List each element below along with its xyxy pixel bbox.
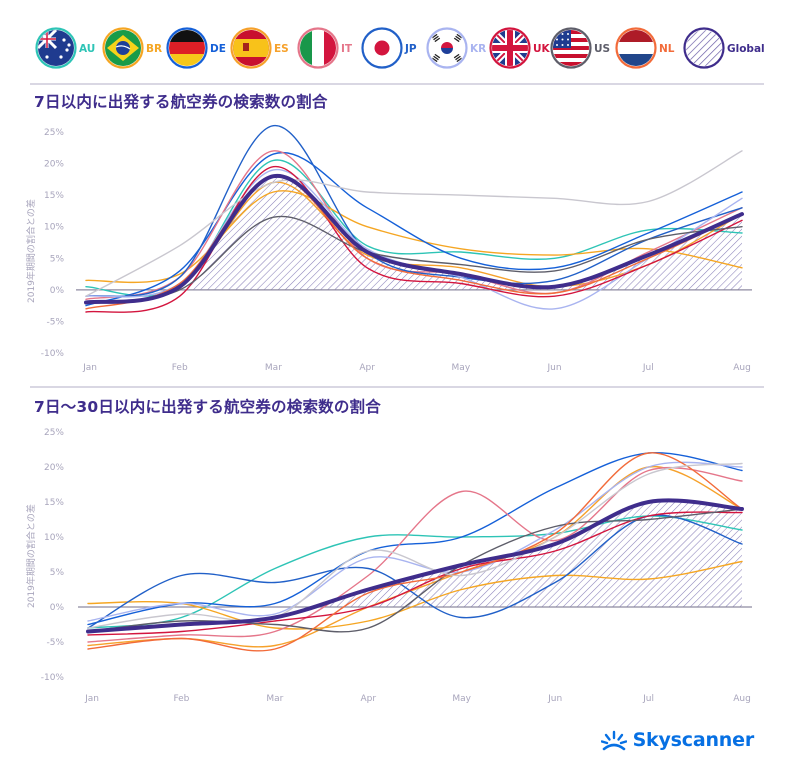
- y-tick-label: 10%: [44, 533, 64, 543]
- legend-item-jp: JP: [361, 27, 417, 69]
- series-line-other: [87, 462, 743, 629]
- x-tick-label: Feb: [172, 363, 188, 373]
- chart-title-within-7-days: 7日以内に出発する航空券の検索数の割合: [34, 93, 328, 111]
- x-tick-label: Mar: [266, 694, 283, 704]
- de-flag: [169, 30, 205, 66]
- y-tick-label: 20%: [44, 160, 64, 170]
- x-tick-label: Jun: [547, 363, 562, 373]
- y-tick-label: 5%: [50, 254, 65, 264]
- x-tick-label: Jul: [642, 363, 654, 373]
- y-tick-label: 15%: [44, 498, 64, 508]
- chart-title-7-to-30-days: 7日〜30日以内に出発する航空券の検索数の割合: [34, 398, 381, 416]
- y-tick-label: 20%: [44, 463, 64, 473]
- series-line-de: [87, 452, 743, 626]
- divider-top: [30, 83, 764, 85]
- legend-item-br: BR: [102, 27, 162, 69]
- series-line-de: [85, 151, 743, 307]
- legend-item-it: IT: [297, 27, 353, 69]
- y-tick-label: 5%: [50, 568, 65, 578]
- x-tick-label: Jul: [642, 694, 654, 704]
- x-tick-label: Jun: [547, 694, 562, 704]
- y-tick-label: -5%: [46, 317, 64, 327]
- series-line-kr: [87, 461, 743, 622]
- y-tick-label: 0%: [50, 603, 65, 613]
- legend-item-es: ES: [230, 27, 289, 69]
- y-tick-label: 15%: [44, 191, 64, 201]
- series-line-other: [85, 150, 743, 297]
- x-tick-label: Jan: [82, 363, 97, 373]
- x-tick-label: Aug: [733, 363, 751, 373]
- x-tick-label: Mar: [265, 363, 282, 373]
- x-tick-label: May: [452, 694, 471, 704]
- x-tick-label: Jan: [84, 694, 99, 704]
- skyscanner-logo: Skyscanner: [600, 729, 755, 751]
- line-chart-7-to-30-days: 25% 20% 15% 10% 5% 0% -5% -10% Jan Feb Mar Apr May Ju…: [41, 428, 752, 704]
- legend-item-us: US: [550, 27, 610, 69]
- legend-label-kr: KR: [470, 43, 486, 55]
- series-line-it: [87, 466, 743, 643]
- x-tick-label: May: [452, 363, 471, 373]
- series-line-nl: [85, 175, 743, 310]
- series-line-us: [85, 215, 743, 304]
- it-flag: [300, 30, 336, 66]
- uk-flag: [492, 30, 528, 66]
- country-legend: AU BR DE ES IT JP KR UK US NL Global: [0, 0, 800, 82]
- global-area-fill: [88, 500, 742, 607]
- legend-label-global: Global: [727, 43, 765, 55]
- legend-label-br: BR: [146, 43, 162, 55]
- x-tick-label: Apr: [360, 694, 376, 704]
- x-tick-label: Feb: [173, 694, 189, 704]
- jp-flag: [364, 30, 400, 66]
- series-line-uk: [87, 511, 743, 636]
- series-line-us: [87, 508, 743, 633]
- legend-item-kr: KR: [426, 27, 486, 69]
- y-tick-label: -5%: [46, 638, 64, 648]
- au-flag: [38, 30, 74, 66]
- y-tick-label: -10%: [41, 349, 65, 359]
- y-tick-label: 0%: [50, 286, 65, 296]
- legend-label-us: US: [594, 43, 610, 55]
- global-area-fill: [86, 176, 742, 290]
- series-line-nl: [87, 452, 743, 652]
- legend-item-de: DE: [166, 27, 226, 69]
- legend-label-uk: UK: [533, 43, 551, 55]
- legend-label-jp: JP: [404, 43, 417, 55]
- br-flag: [105, 30, 141, 66]
- legend-label-it: IT: [341, 43, 353, 55]
- y-tick-label: 25%: [44, 128, 64, 138]
- legend-label-de: DE: [210, 43, 226, 55]
- y-tick-label: 25%: [44, 428, 64, 438]
- legend-item-au: AU: [35, 27, 95, 69]
- global-hatch: [686, 30, 722, 66]
- legend-item-uk: UK: [489, 27, 551, 69]
- series-line-global: [86, 498, 744, 634]
- legend-label-au: AU: [79, 43, 95, 55]
- brand-name: Skyscanner: [632, 729, 755, 751]
- sunrise-icon: [600, 730, 627, 751]
- y-tick-label: -10%: [41, 673, 65, 683]
- line-chart-within-7-days: 25% 20% 15% 10% 5% 0% -5% -10% Jan Feb Mar Apr May Ju…: [41, 124, 752, 373]
- y-tick-label: 10%: [44, 223, 64, 233]
- es-flag: [233, 30, 269, 66]
- us-flag: [553, 30, 589, 66]
- x-tick-label: Aug: [733, 694, 751, 704]
- legend-item-nl: NL: [615, 27, 675, 69]
- legend-item-global: Global: [683, 27, 765, 69]
- series-line-br: [87, 560, 743, 630]
- legend-label-nl: NL: [659, 43, 675, 55]
- divider-middle: [30, 386, 764, 388]
- nl-flag: [618, 30, 654, 66]
- legend-svg: AU BR DE ES IT JP KR UK US NL Global: [35, 27, 765, 69]
- kr-flag: [429, 30, 465, 66]
- series-line-br: [85, 190, 743, 284]
- legend-label-es: ES: [274, 43, 289, 55]
- x-tick-label: Apr: [359, 363, 375, 373]
- series-line-global: [84, 174, 744, 305]
